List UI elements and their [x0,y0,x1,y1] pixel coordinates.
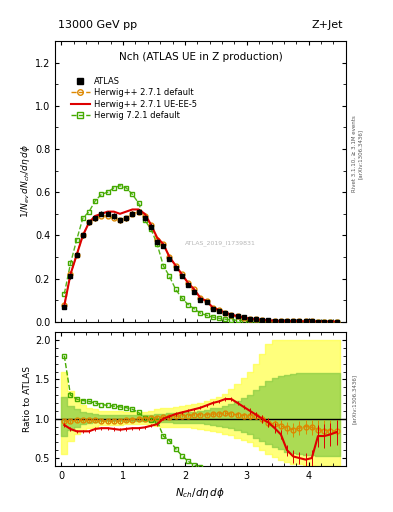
Legend: ATLAS, Herwig++ 2.7.1 default, Herwig++ 2.7.1 UE-EE-5, Herwig 7.2.1 default: ATLAS, Herwig++ 2.7.1 default, Herwig++ … [68,73,200,123]
Text: Z+Jet: Z+Jet [311,20,343,30]
Text: [arXiv:1306.3436]: [arXiv:1306.3436] [358,129,363,179]
X-axis label: $N_{ch}/d\eta\,d\phi$: $N_{ch}/d\eta\,d\phi$ [175,486,226,500]
Text: Rivet 3.1.10, ≥ 3.1M events: Rivet 3.1.10, ≥ 3.1M events [352,115,357,192]
Text: Nch (ATLAS UE in Z production): Nch (ATLAS UE in Z production) [119,52,282,62]
Text: ATLAS_2019_I1739831: ATLAS_2019_I1739831 [185,240,256,246]
Text: 13000 GeV pp: 13000 GeV pp [58,20,137,30]
Text: [arXiv:1306.3436]: [arXiv:1306.3436] [352,374,357,424]
Y-axis label: $1/N_{ev}\,dN_{ch}/d\eta\,d\phi$: $1/N_{ev}\,dN_{ch}/d\eta\,d\phi$ [19,144,32,219]
Y-axis label: Ratio to ATLAS: Ratio to ATLAS [23,366,32,432]
